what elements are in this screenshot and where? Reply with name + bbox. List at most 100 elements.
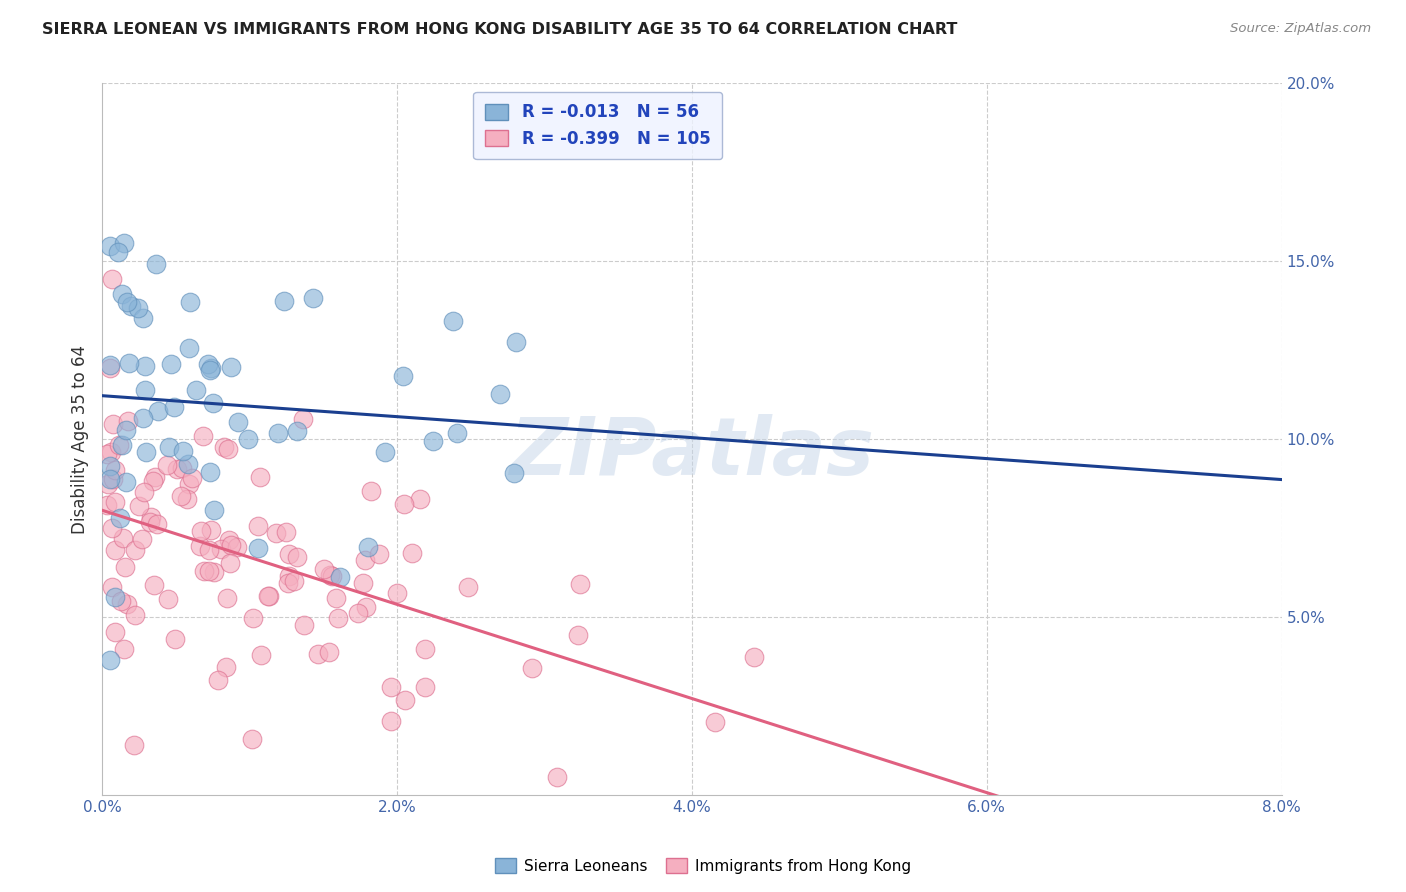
Point bbox=[217, 442, 239, 456]
Point bbox=[321, 569, 343, 583]
Point bbox=[170, 489, 193, 503]
Point bbox=[503, 466, 526, 480]
Text: SIERRA LEONEAN VS IMMIGRANTS FROM HONG KONG DISABILITY AGE 35 TO 64 CORRELATION : SIERRA LEONEAN VS IMMIGRANTS FROM HONG K… bbox=[42, 22, 957, 37]
Point bbox=[177, 342, 200, 356]
Point bbox=[143, 469, 166, 483]
Point bbox=[163, 400, 186, 414]
Point bbox=[215, 591, 238, 606]
Point bbox=[505, 335, 527, 350]
Point bbox=[108, 438, 131, 452]
Point bbox=[352, 576, 374, 591]
Point bbox=[292, 412, 315, 426]
Point bbox=[145, 257, 167, 271]
Point bbox=[394, 692, 416, 706]
Point bbox=[97, 477, 120, 491]
Point bbox=[128, 499, 150, 513]
Point bbox=[446, 425, 468, 440]
Point bbox=[122, 738, 145, 752]
Point bbox=[135, 445, 157, 459]
Point bbox=[118, 356, 141, 370]
Point bbox=[520, 661, 543, 675]
Point bbox=[180, 471, 202, 485]
Point bbox=[98, 652, 121, 666]
Point bbox=[104, 543, 127, 558]
Point bbox=[104, 624, 127, 639]
Point bbox=[112, 532, 135, 546]
Point bbox=[100, 445, 122, 459]
Point bbox=[100, 580, 122, 594]
Point bbox=[197, 357, 219, 371]
Point bbox=[215, 660, 238, 674]
Point bbox=[367, 548, 389, 562]
Point bbox=[236, 432, 259, 446]
Point bbox=[380, 714, 402, 728]
Point bbox=[98, 459, 121, 474]
Point bbox=[146, 404, 169, 418]
Y-axis label: Disability Age 35 to 64: Disability Age 35 to 64 bbox=[72, 344, 89, 533]
Point bbox=[457, 580, 479, 594]
Point bbox=[318, 645, 340, 659]
Point bbox=[374, 444, 396, 458]
Point bbox=[114, 560, 136, 574]
Point bbox=[138, 516, 160, 530]
Point bbox=[401, 546, 423, 560]
Point bbox=[202, 503, 225, 517]
Point bbox=[101, 417, 124, 431]
Point bbox=[319, 568, 342, 582]
Point bbox=[385, 586, 408, 600]
Point bbox=[172, 461, 194, 475]
Point bbox=[124, 608, 146, 623]
Text: ZIPatlas: ZIPatlas bbox=[509, 414, 875, 492]
Point bbox=[242, 611, 264, 625]
Point bbox=[103, 590, 125, 604]
Point bbox=[107, 244, 129, 259]
Point bbox=[392, 369, 415, 384]
Point bbox=[98, 472, 121, 486]
Point bbox=[115, 295, 138, 310]
Point bbox=[329, 570, 352, 584]
Point bbox=[176, 491, 198, 506]
Point bbox=[277, 575, 299, 590]
Point bbox=[98, 358, 121, 372]
Point bbox=[166, 462, 188, 476]
Point bbox=[176, 457, 198, 471]
Point bbox=[302, 291, 325, 305]
Point bbox=[394, 497, 416, 511]
Point bbox=[115, 597, 138, 611]
Point bbox=[101, 472, 124, 486]
Point bbox=[546, 770, 568, 784]
Point bbox=[285, 424, 308, 438]
Point bbox=[218, 533, 240, 548]
Point bbox=[278, 569, 301, 583]
Point bbox=[188, 539, 211, 553]
Point bbox=[353, 553, 375, 567]
Point bbox=[240, 732, 263, 747]
Point bbox=[257, 589, 280, 603]
Point bbox=[704, 714, 727, 729]
Point bbox=[200, 360, 222, 375]
Text: Source: ZipAtlas.com: Source: ZipAtlas.com bbox=[1230, 22, 1371, 36]
Point bbox=[266, 525, 288, 540]
Point bbox=[134, 359, 156, 373]
Point bbox=[131, 533, 153, 547]
Point bbox=[246, 541, 269, 555]
Point bbox=[198, 465, 221, 479]
Point bbox=[134, 383, 156, 397]
Point bbox=[110, 594, 132, 608]
Point bbox=[114, 236, 136, 251]
Point bbox=[744, 649, 766, 664]
Point bbox=[202, 565, 225, 579]
Point bbox=[198, 564, 221, 578]
Point bbox=[132, 485, 155, 500]
Point bbox=[101, 272, 124, 286]
Point bbox=[360, 483, 382, 498]
Point bbox=[157, 440, 180, 454]
Point bbox=[98, 238, 121, 252]
Point bbox=[278, 547, 301, 561]
Point bbox=[108, 511, 131, 525]
Point bbox=[132, 311, 155, 326]
Point bbox=[146, 516, 169, 531]
Point bbox=[228, 415, 250, 429]
Legend: R = -0.013   N = 56, R = -0.399   N = 105: R = -0.013 N = 56, R = -0.399 N = 105 bbox=[474, 92, 723, 160]
Point bbox=[98, 360, 121, 375]
